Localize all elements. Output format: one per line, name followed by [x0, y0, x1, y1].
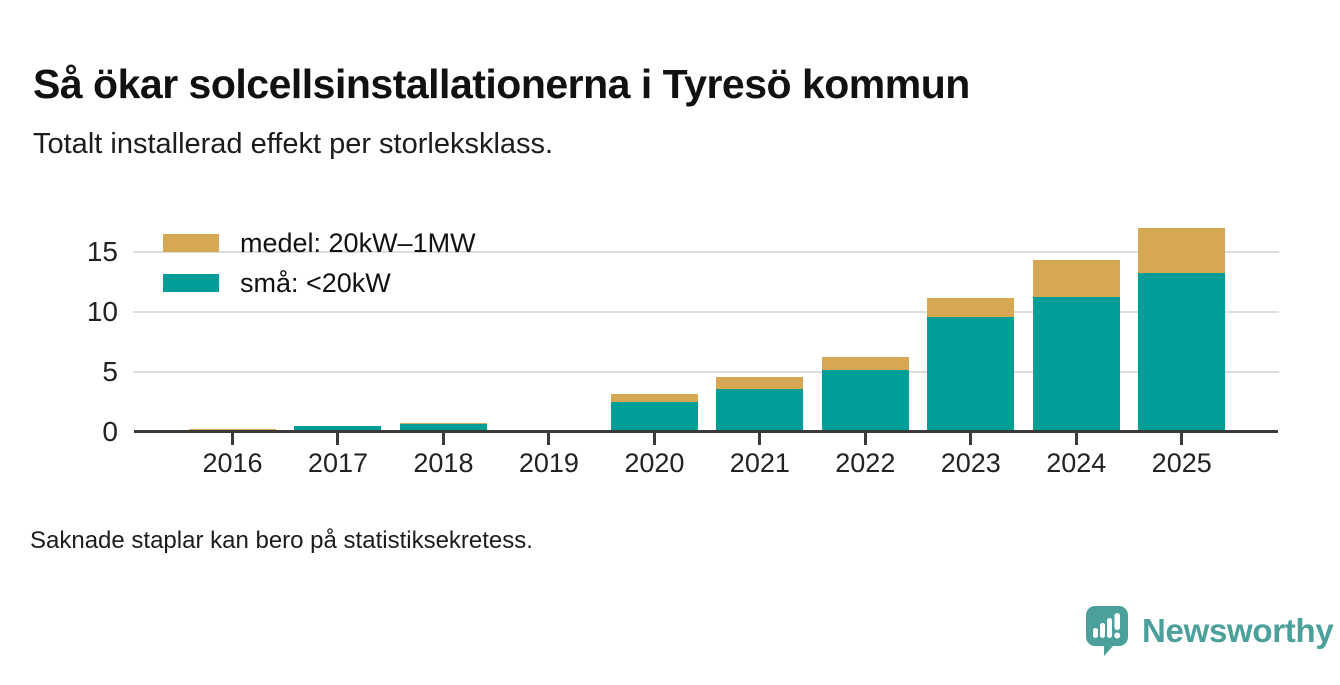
x-axis-tick: [231, 433, 234, 445]
legend-label: små: <20kW: [240, 267, 391, 298]
x-axis-tick: [758, 433, 762, 445]
bar-segment-2020: [610, 394, 698, 403]
bar-segment-2023: [927, 298, 1015, 318]
x-axis-tick-label: 2022: [835, 448, 896, 478]
bar-segment-2025: [1138, 272, 1226, 430]
bar-segment-2018: [399, 424, 487, 430]
speech-bubble-bar-chart-icon: [1086, 606, 1128, 656]
y-gridline: [133, 371, 1279, 373]
x-axis-tick-label: 2021: [729, 448, 790, 478]
x-axis-tick: [969, 433, 973, 445]
legend-item: små: <20kW: [163, 263, 476, 303]
bar-segment-2017: [294, 426, 382, 430]
bar-segment-2021: [716, 389, 804, 430]
bar-segment-2023: [927, 317, 1015, 430]
bar-segment-2018: [399, 422, 487, 424]
y-axis-tick-label: 15: [86, 236, 118, 267]
y-axis-tick-label: 0: [102, 416, 118, 447]
bar-segment-2020: [610, 402, 698, 430]
x-axis-tick: [336, 433, 340, 445]
newsworthy-logo: Newsworthy: [1085, 605, 1334, 657]
chart-footnote: Saknade staplar kan bero på statistiksek…: [30, 527, 533, 554]
newsworthy-wordmark: Newsworthy: [1142, 612, 1334, 649]
x-axis-tick-label: 2016: [202, 448, 263, 478]
bar-segment-2016: [189, 428, 276, 430]
legend-label: medel: 20kW–1MW: [240, 227, 476, 258]
x-axis-tick-label: 2025: [1151, 448, 1212, 478]
x-axis-tick-label: 2024: [1046, 448, 1107, 478]
x-axis-tick-label: 2020: [624, 448, 685, 478]
legend-swatch: [163, 274, 219, 292]
x-axis-tick: [1074, 433, 1078, 445]
chart-legend: medel: 20kW–1MW små: <20kW: [163, 223, 476, 303]
x-axis-tick-label: 2019: [518, 448, 579, 478]
x-axis-tick: [1180, 433, 1184, 445]
x-axis-tick: [652, 433, 656, 445]
page-title: Så ökar solcellsinstallationerna i Tyres…: [33, 61, 970, 108]
x-axis-tick: [441, 433, 445, 445]
bar-segment-2021: [716, 377, 804, 390]
x-axis-tick: [547, 433, 551, 445]
x-axis-tick-label: 2018: [413, 448, 474, 478]
y-axis-tick-label: 10: [86, 296, 118, 327]
bar-segment-2025: [1138, 228, 1226, 273]
bar-segment-2022: [821, 370, 909, 430]
x-axis-tick-label: 2023: [940, 448, 1001, 478]
y-axis-tick-label: 5: [102, 356, 118, 387]
bar-segment-2022: [821, 356, 909, 370]
x-axis-tick: [863, 433, 867, 445]
y-gridline: [133, 251, 1279, 253]
chart-subtitle: Totalt installerad effekt per storlekskl…: [33, 128, 554, 160]
bar-segment-2024: [1032, 259, 1120, 297]
bar-segment-2024: [1032, 296, 1120, 430]
legend-item: medel: 20kW–1MW: [163, 223, 476, 263]
x-axis-tick-label: 2017: [307, 448, 368, 478]
y-gridline: [133, 311, 1279, 313]
x-axis-line: [134, 430, 1278, 433]
legend-swatch: [163, 234, 219, 252]
